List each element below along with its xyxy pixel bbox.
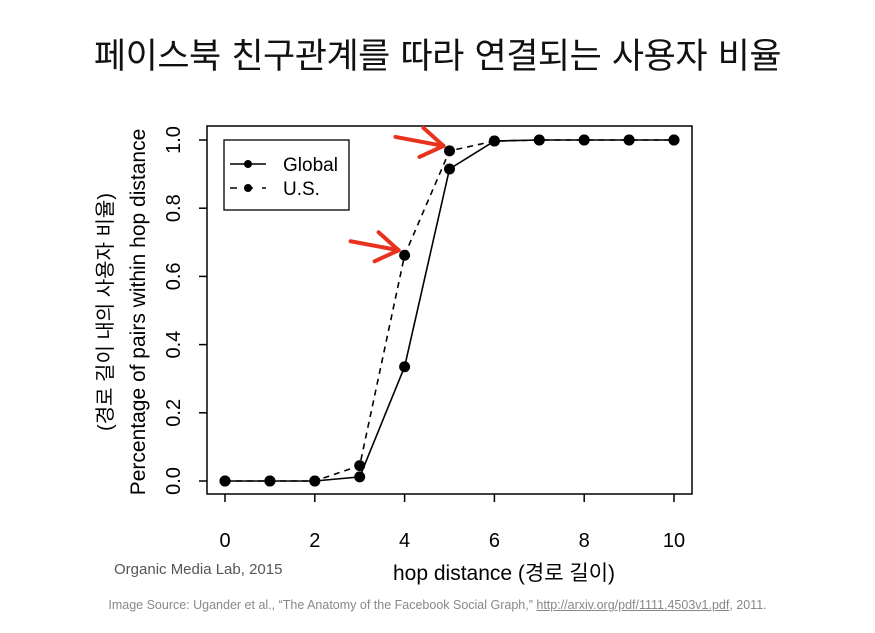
data-point	[354, 471, 366, 483]
x-tick-label: 6	[489, 530, 500, 552]
y-axis-label-korean: (경로 길이 내의 사용자 비율)	[94, 193, 117, 431]
y-tick-label: 0.8	[163, 194, 185, 222]
source-suffix: , 2011.	[729, 598, 767, 612]
y-tick-label: 0.2	[163, 399, 185, 427]
data-point	[578, 134, 590, 146]
y-axis-label: Percentage of pairs within hop distance	[127, 129, 150, 496]
data-point	[219, 475, 231, 487]
data-point	[488, 135, 500, 147]
y-tick-label: 0.0	[163, 467, 185, 495]
slide-title: 페이스북 친구관계를 따라 연결되는 사용자 비율	[93, 37, 782, 77]
source-prefix: Image Source: Ugander et al., “The Anato…	[108, 598, 537, 612]
data-point	[354, 460, 366, 472]
data-point	[444, 145, 455, 157]
x-tick-label: 2	[309, 530, 320, 552]
data-point	[533, 134, 545, 146]
image-source: Image Source: Ugander et al., “The Anato…	[0, 598, 875, 612]
plot-frame	[206, 125, 693, 495]
source-link[interactable]: http://arxiv.org/pdf/1111.4503v1.pdf	[536, 598, 730, 612]
x-axis-label: hop distance (경로 길이)	[393, 562, 615, 585]
legend-label: U.S.	[283, 179, 320, 200]
x-tick-label: 0	[219, 530, 230, 552]
data-point	[309, 475, 321, 487]
y-tick-label: 0.4	[163, 331, 185, 359]
data-point	[399, 249, 411, 261]
data-point	[399, 361, 411, 373]
y-tick-label: 0.6	[163, 262, 185, 290]
legend-marker	[244, 160, 252, 168]
data-point	[668, 134, 680, 146]
credit-text: Organic Media Lab, 2015	[114, 561, 283, 578]
red-arrow-icon	[393, 125, 446, 159]
data-point	[623, 134, 635, 146]
y-tick-label: 1.0	[163, 126, 185, 154]
red-arrow-icon	[348, 230, 401, 264]
data-point	[444, 163, 455, 175]
x-tick-label: 10	[663, 530, 685, 552]
x-tick-label: 8	[579, 530, 590, 552]
legend-marker	[244, 184, 252, 192]
data-point	[264, 475, 276, 487]
x-tick-label: 4	[399, 530, 410, 552]
legend-box	[223, 139, 350, 211]
legend-label: Global	[283, 155, 338, 176]
